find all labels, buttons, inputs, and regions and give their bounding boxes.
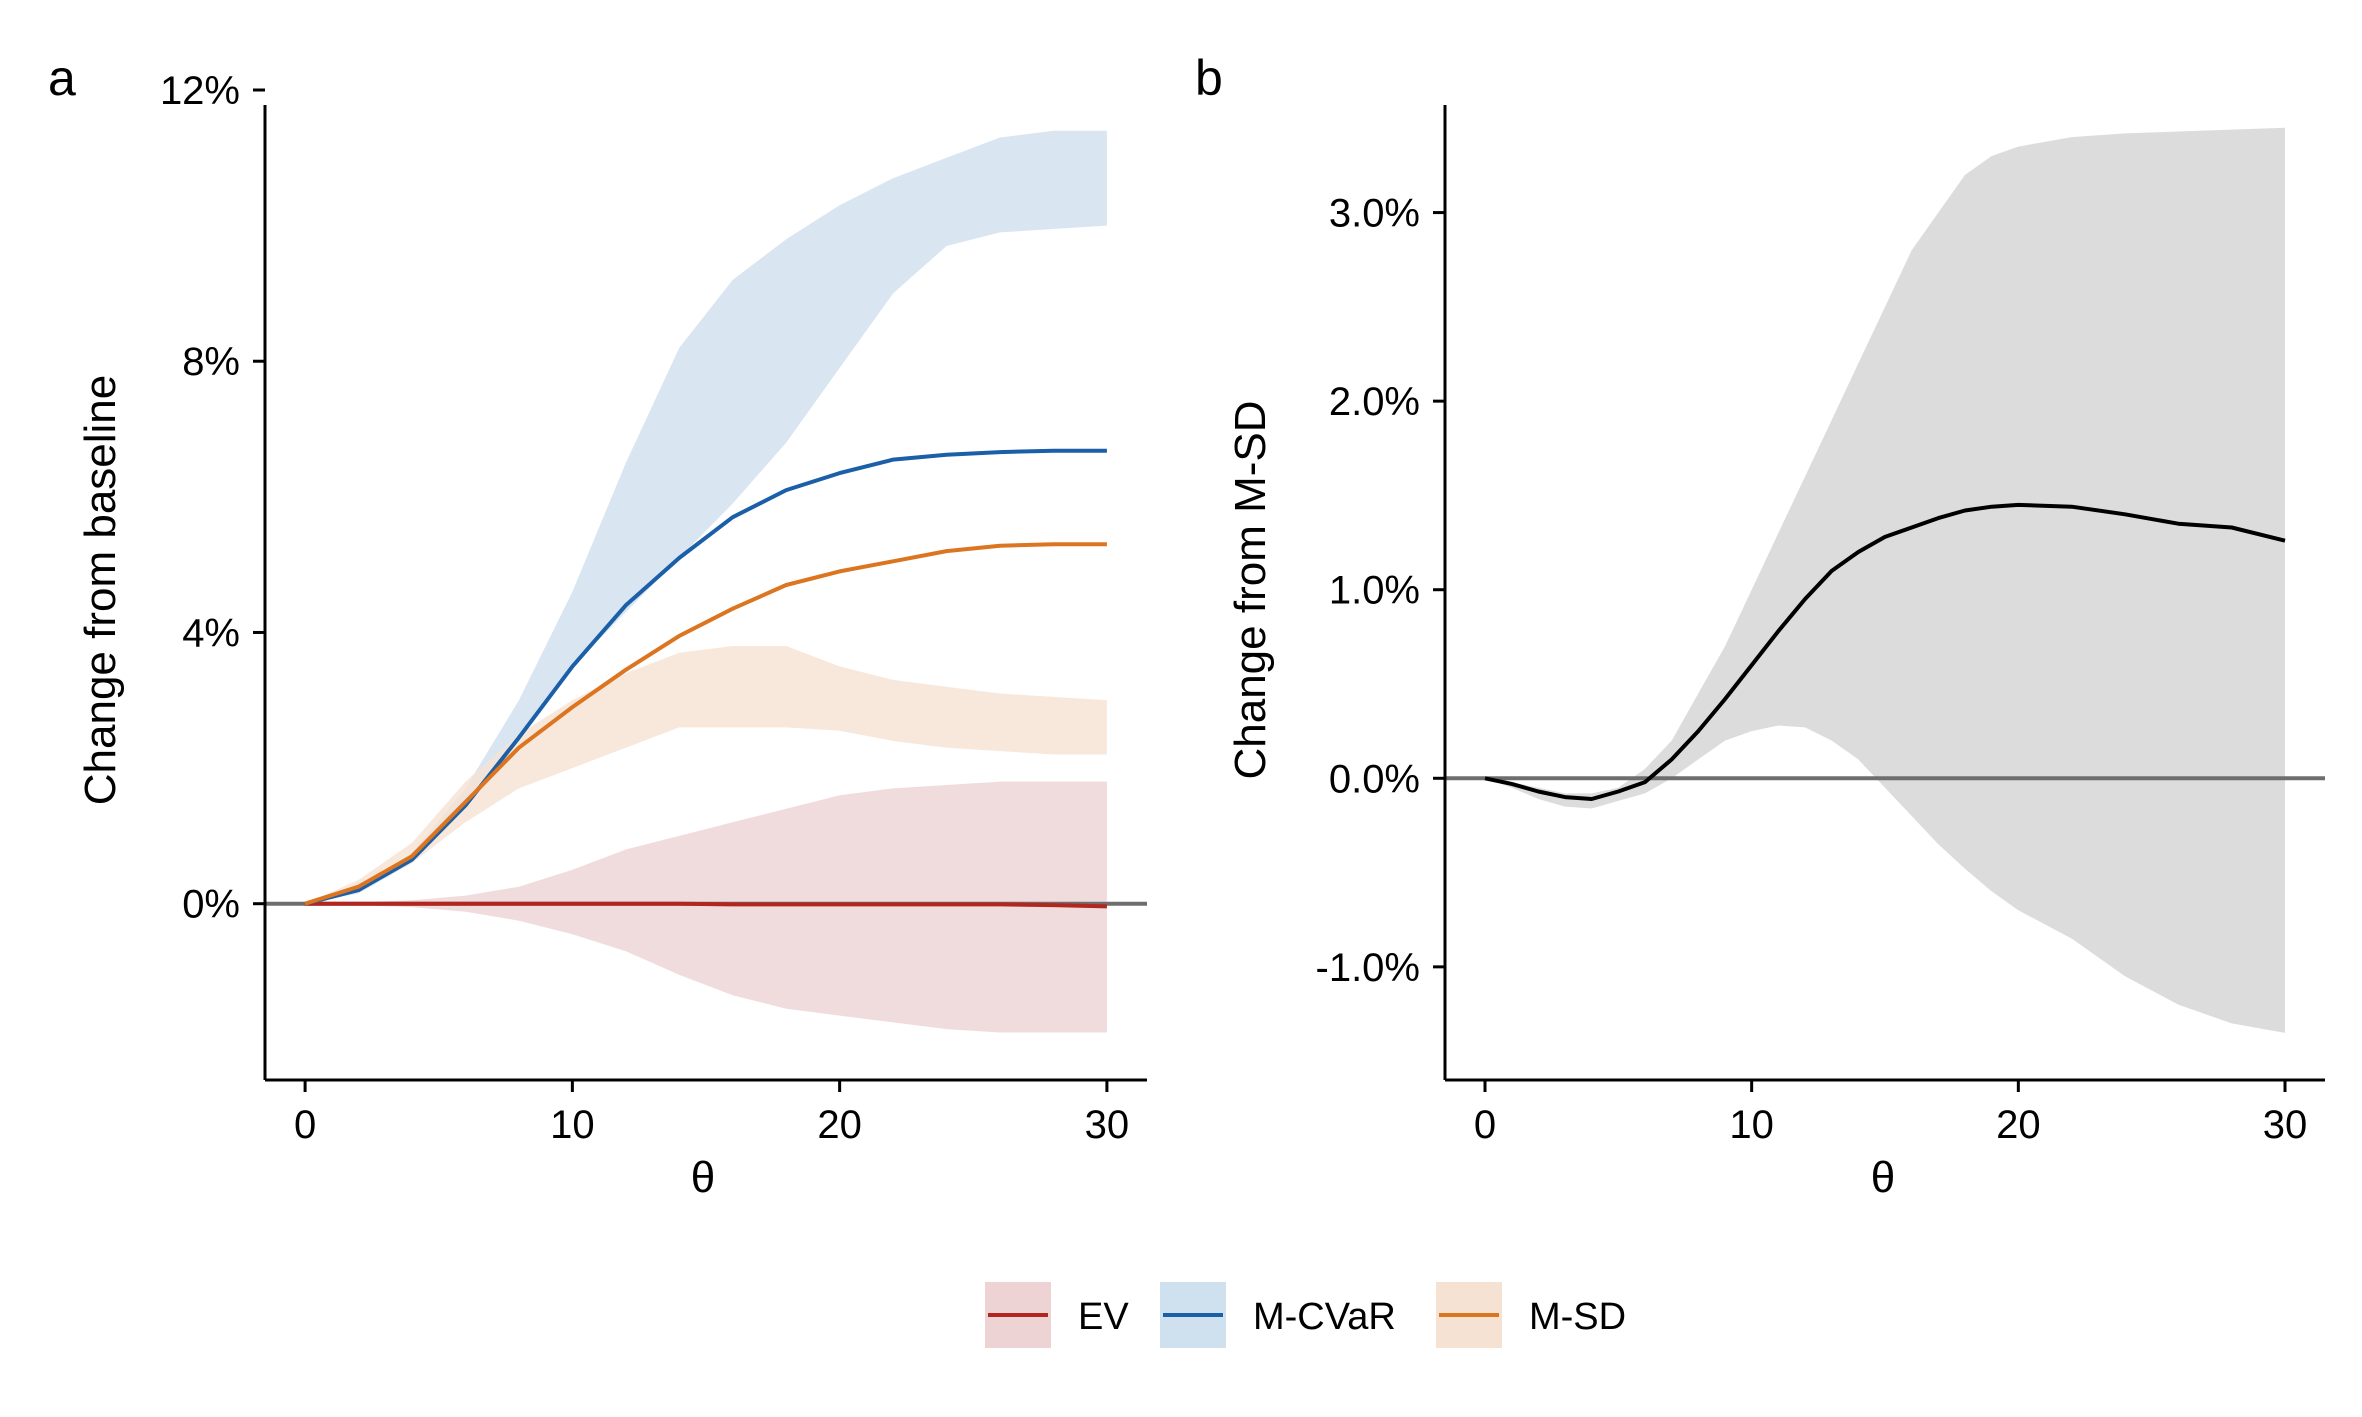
panel-b-y-tick-label: 1.0%: [1329, 569, 1420, 613]
panel-b: b 0 10 20 30 -1.0% 0.0% 1.0% 2.0% 3.0% θ Change …: [1195, 50, 2325, 1202]
panel-a-line-ev: [305, 901, 1107, 909]
legend: EV M-CVaR M-SD: [985, 1282, 1626, 1348]
panel-a-x-tick-label: 30: [1085, 1103, 1130, 1147]
panel-a-plot-area: 0 10 20 30 0% 4% 8% 12%: [160, 69, 1147, 1147]
panel-a-y-tick-label: 4%: [182, 611, 240, 655]
panel-a-y-tick-label: 12%: [160, 69, 240, 113]
legend-label-m-sd: M-SD: [1529, 1296, 1626, 1338]
panel-b-y-tick-label: 0.0%: [1329, 757, 1420, 801]
legend-item-m-sd: M-SD: [1436, 1282, 1626, 1348]
panel-a-band-m-sd: [305, 646, 1107, 904]
panel-a-x-tick-label: 20: [817, 1103, 862, 1147]
panel-a-line-m-sd: [304, 542, 1107, 906]
panel-b-y-axis-title: Change from M-SD: [1226, 400, 1275, 779]
panel-b-line-series-1: [1484, 502, 2286, 801]
panel-b-x-tick-label: 10: [1729, 1103, 1774, 1147]
panel-b-x-tick-label: 20: [1996, 1103, 2041, 1147]
panel-b-plot-area: 0 10 20 30 -1.0% 0.0% 1.0% 2.0% 3.0%: [1316, 105, 2325, 1147]
legend-label-m-cvar: M-CVaR: [1253, 1296, 1396, 1338]
panel-a-label: a: [48, 50, 76, 106]
panel-b-x-tick-label: 0: [1474, 1103, 1496, 1147]
legend-item-m-cvar: M-CVaR: [1160, 1282, 1396, 1348]
panel-a-x-axis-title: θ: [691, 1153, 715, 1202]
panel-b-x-axis-title: θ: [1871, 1153, 1895, 1202]
panel-b-y-tick-label: -1.0%: [1316, 946, 1421, 990]
panel-a-x-tick-label: 10: [550, 1103, 595, 1147]
panel-a-band-ev: [305, 781, 1107, 1033]
panel-b-label: b: [1195, 50, 1223, 106]
panel-b-x-tick-label: 30: [2263, 1103, 2308, 1147]
panel-b-y-tick-label: 2.0%: [1329, 380, 1420, 424]
panel-a-band-m-cvar: [305, 130, 1107, 904]
panel-b-band-series-1: [1485, 127, 2285, 1033]
legend-label-ev: EV: [1078, 1296, 1129, 1338]
panel-a-x-tick-label: 0: [294, 1103, 316, 1147]
panel-a-line-m-cvar: [304, 448, 1107, 906]
panel-a: a 0 10 20 30 0% 4% 8% 12% θ Change from baselin…: [48, 50, 1147, 1202]
panel-a-y-axis-title: Change from baseline: [76, 375, 125, 805]
panel-b-y-tick-label: 3.0%: [1329, 192, 1420, 236]
panel-a-y-tick-label: 8%: [182, 340, 240, 384]
legend-item-ev: EV: [985, 1282, 1129, 1348]
panel-a-y-tick-label: 0%: [182, 883, 240, 927]
